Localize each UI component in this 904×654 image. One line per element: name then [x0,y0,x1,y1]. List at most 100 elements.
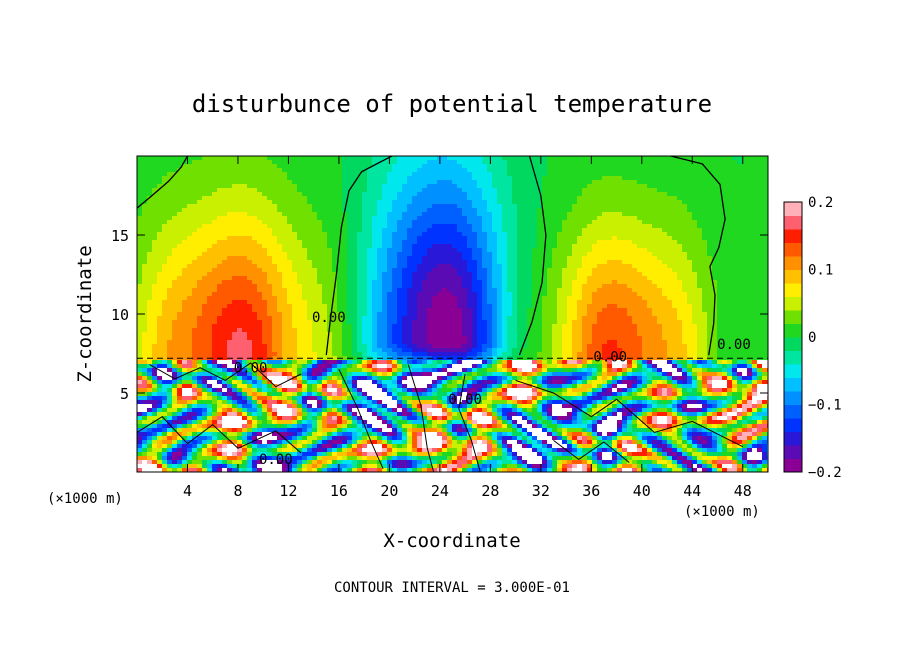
heatmap-cell [362,264,368,269]
heatmap-cell [272,180,278,185]
heatmap-cell [452,300,458,305]
heatmap-cell [752,216,758,221]
heatmap-cell [272,260,278,265]
heatmap-cell [332,168,338,173]
heatmap-cell [432,272,438,277]
heatmap-cell [667,276,673,281]
heatmap-cell [367,252,373,257]
heatmap-cell [327,248,333,253]
heatmap-cell [457,284,463,289]
heatmap-cell [227,184,233,189]
heatmap-cell [602,188,608,193]
heatmap-cell [492,260,498,265]
heatmap-cell [177,168,183,173]
heatmap-cell [757,196,763,201]
heatmap-cell [632,272,638,277]
heatmap-cell [492,164,498,169]
heatmap-cell [612,180,618,185]
heatmap-cell [512,284,518,289]
heatmap-cell [172,156,178,161]
heatmap-cell [382,252,388,257]
heatmap-cell [352,172,358,177]
heatmap-cell [347,240,353,245]
heatmap-cell [592,200,598,205]
heatmap-cell [217,292,223,297]
heatmap-cell [147,240,153,245]
heatmap-cell [557,216,563,221]
heatmap-cell [262,284,268,289]
heatmap-cell [232,196,238,201]
heatmap-cell [462,284,468,289]
heatmap-cell [717,208,723,213]
heatmap-cell [242,272,248,277]
heatmap-cell [372,168,378,173]
heatmap-cell [202,252,208,257]
heatmap-cell [492,184,498,189]
heatmap-cell [187,228,193,233]
heatmap-cell [597,168,603,173]
heatmap-cell [627,252,633,257]
heatmap-cell [292,192,298,197]
heatmap-cell [297,216,303,221]
heatmap-cell [762,216,768,221]
heatmap-cell [602,176,608,181]
heatmap-cell [497,184,503,189]
heatmap-cell [342,216,348,221]
heatmap-cell [137,156,143,161]
heatmap-cell [742,204,748,209]
heatmap-cell [312,184,318,189]
heatmap-cell [607,168,613,173]
heatmap-cell [257,200,263,205]
heatmap-cell [532,268,538,273]
heatmap-cell [242,232,248,237]
heatmap-cell [432,232,438,237]
heatmap-cell [692,200,698,205]
heatmap-cell [417,216,423,221]
heatmap-cell [657,204,663,209]
heatmap-cell [462,244,468,249]
heatmap-cell [222,252,228,257]
heatmap-cell [207,164,213,169]
heatmap-cell [577,288,583,293]
heatmap-cell [617,268,623,273]
heatmap-cell [362,304,368,309]
heatmap-cell [717,192,723,197]
heatmap-cell [732,216,738,221]
heatmap-cell [382,184,388,189]
heatmap-cell [732,308,738,313]
heatmap-cell [147,228,153,233]
heatmap-cell [412,232,418,237]
heatmap-cell [282,252,288,257]
heatmap-cell [467,168,473,173]
heatmap-cell [357,220,363,225]
heatmap-cell [452,208,458,213]
heatmap-cell [197,196,203,201]
heatmap-cell [757,268,763,273]
heatmap-cell [307,276,313,281]
heatmap-cell [192,204,198,209]
heatmap-cell [397,304,403,309]
heatmap-cell [137,208,143,213]
heatmap-cell [402,272,408,277]
heatmap-cell [412,292,418,297]
heatmap-cell [567,160,573,165]
heatmap-cell [372,236,378,241]
heatmap-cell [237,196,243,201]
heatmap-cell [222,164,228,169]
heatmap-cell [182,300,188,305]
heatmap-cell [722,200,728,205]
heatmap-cell [707,156,713,161]
heatmap-cell [597,292,603,297]
heatmap-cell [137,268,143,273]
heatmap-cell [687,280,693,285]
heatmap-cell [607,268,613,273]
heatmap-cell [722,260,728,265]
heatmap-cell [762,308,768,313]
heatmap-cell [247,196,253,201]
heatmap-cell [577,160,583,165]
heatmap-cell [277,164,283,169]
heatmap-cell [377,268,383,273]
heatmap-cell [592,308,598,313]
heatmap-cell [467,200,473,205]
heatmap-cell [707,304,713,309]
